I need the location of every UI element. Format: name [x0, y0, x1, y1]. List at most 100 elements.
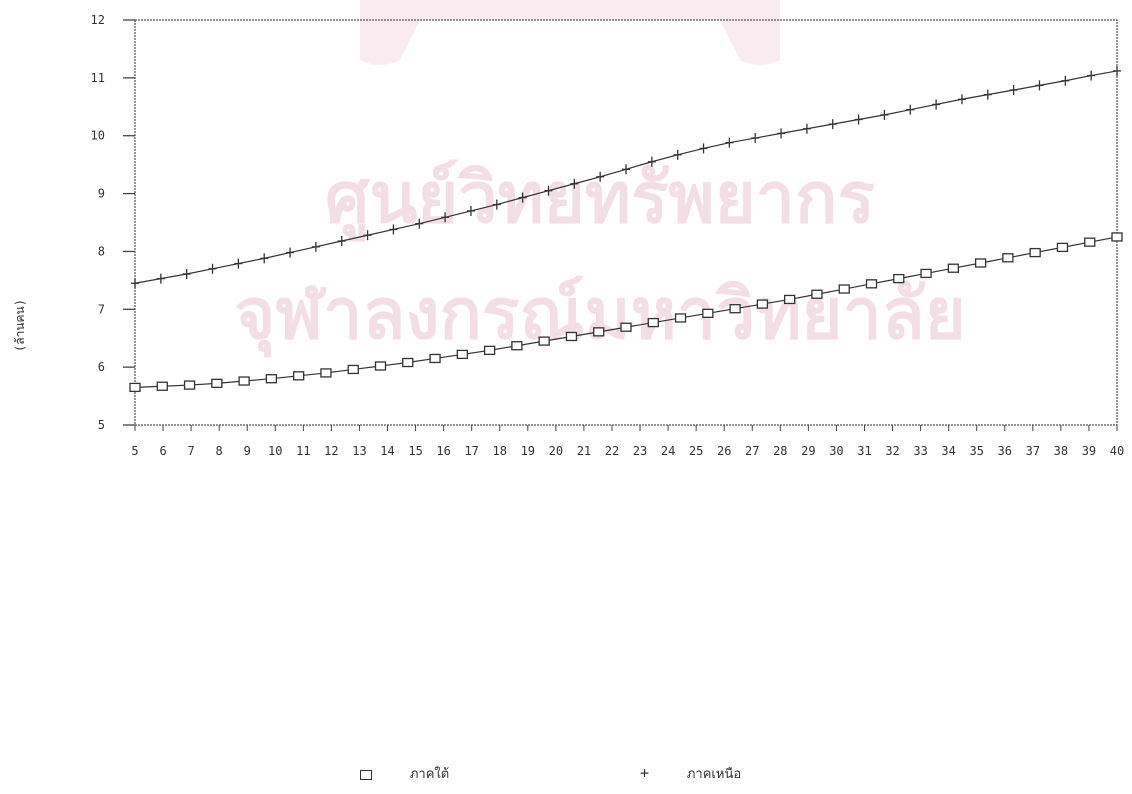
x-tick-label: 29: [801, 444, 815, 458]
data-point-plus: [596, 171, 605, 182]
data-point-square: [129, 382, 141, 393]
data-point-plus: [699, 143, 708, 154]
legend-label-south: ภาคใต้: [409, 767, 450, 782]
data-point-square: [374, 361, 387, 371]
data-point-plus: [622, 164, 630, 175]
x-tick-label: 20: [549, 444, 563, 458]
y-tick-label: 11: [91, 71, 105, 85]
data-point-square: [893, 273, 905, 284]
x-tick-label: 31: [857, 444, 871, 458]
legend-square-marker-icon: [360, 769, 372, 780]
x-tick-label: 10: [268, 444, 282, 458]
data-point-square: [974, 258, 987, 268]
data-point-plus: [828, 119, 837, 130]
data-point-square: [702, 308, 714, 318]
series-line-2: [134, 70, 1118, 284]
data-point-plus: [311, 241, 320, 252]
x-tick-label: 5: [131, 444, 138, 458]
data-point-square: [402, 357, 414, 368]
x-tick-label: 11: [296, 444, 310, 458]
data-point-square: [156, 381, 168, 391]
data-point-square: [429, 353, 441, 364]
data-point-plus: [234, 258, 243, 269]
legend-label-north: ภาคเหนือ: [686, 767, 742, 782]
x-tick-label: 16: [436, 444, 450, 458]
y-axis-label: (ล้านคน): [13, 299, 27, 353]
series-layer: [129, 65, 1123, 393]
x-tick-label: 21: [577, 444, 591, 458]
data-point-square: [211, 378, 223, 388]
data-point-plus: [286, 247, 295, 258]
data-point-square: [838, 284, 850, 294]
data-point-square: [784, 294, 796, 305]
data-point-square: [265, 374, 278, 384]
data-point-square: [593, 327, 605, 337]
data-point-square: [865, 279, 878, 289]
data-point-square: [1056, 242, 1069, 253]
data-point-square: [1111, 232, 1123, 242]
data-point-square: [756, 299, 769, 309]
x-tick-label: 8: [216, 444, 223, 458]
x-tick-label: 25: [689, 444, 703, 458]
data-point-plus: [1035, 80, 1044, 91]
legend-2: + ภาคเหนือ: [640, 763, 741, 784]
data-point-plus: [751, 133, 760, 144]
data-point-square: [538, 336, 550, 346]
data-point-plus: [363, 230, 372, 241]
x-tick-label: 22: [605, 444, 619, 458]
x-tick-label: 6: [159, 444, 166, 458]
y-tick-label: 8: [98, 244, 105, 258]
data-point-plus: [260, 253, 269, 264]
x-tick-label: 36: [998, 444, 1012, 458]
y-tick-label: 7: [98, 302, 105, 316]
data-point-plus: [777, 128, 786, 139]
data-point-plus: [570, 178, 579, 189]
data-point-square: [238, 376, 250, 386]
x-tick-label: 18: [493, 444, 507, 458]
data-point-square: [347, 364, 359, 375]
y-tick-label: 10: [91, 129, 105, 143]
data-point-plus: [1087, 70, 1096, 81]
x-tick-label: 27: [745, 444, 759, 458]
data-point-plus: [647, 156, 656, 167]
data-point-plus: [983, 89, 992, 100]
data-point-square: [811, 289, 823, 299]
data-point-square: [1002, 253, 1014, 263]
data-point-square: [620, 322, 632, 332]
data-point-plus: [1009, 85, 1018, 96]
x-tick-label: 33: [913, 444, 927, 458]
data-point-square: [483, 345, 496, 356]
y-tick-label: 9: [98, 187, 105, 201]
y-axis: 5 6 7 8 9 10 11 12: [91, 13, 135, 432]
data-point-plus: [932, 99, 941, 110]
data-point-plus: [389, 224, 398, 235]
data-point-plus: [131, 278, 139, 289]
data-point-square: [183, 380, 196, 390]
y-tick-label: 12: [91, 13, 105, 27]
data-point-square: [674, 313, 687, 323]
x-tick-label: 15: [408, 444, 422, 458]
x-tick-label: 9: [244, 444, 251, 458]
x-tick-label: 19: [521, 444, 535, 458]
data-point-plus: [673, 149, 682, 160]
x-tick-label: 26: [717, 444, 731, 458]
data-point-plus: [156, 273, 165, 284]
data-point-square: [293, 371, 305, 381]
data-point-plus: [441, 212, 450, 223]
data-point-plus: [1061, 75, 1070, 86]
x-tick-label: 24: [661, 444, 675, 458]
data-point-plus: [415, 218, 424, 229]
x-tick-label: 17: [464, 444, 478, 458]
data-point-square: [456, 349, 468, 360]
data-point-square: [729, 304, 741, 314]
x-tick-label: 37: [1026, 444, 1040, 458]
data-point-square: [565, 331, 578, 342]
data-point-plus: [492, 199, 501, 210]
x-tick-label: 40: [1110, 444, 1124, 458]
x-tick-label: 35: [969, 444, 983, 458]
data-point-plus: [182, 268, 191, 279]
x-tick-label: 14: [380, 444, 394, 458]
data-point-square: [511, 341, 523, 351]
data-point-square: [647, 317, 659, 328]
x-tick-label: 7: [187, 444, 194, 458]
